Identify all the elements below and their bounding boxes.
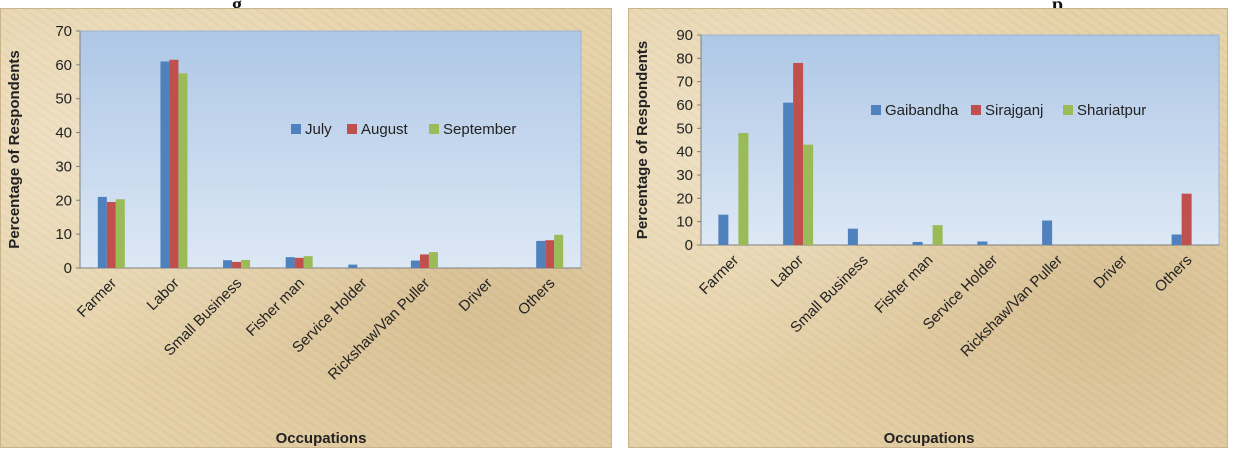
y-tick-label: 70: [676, 74, 693, 91]
legend-swatch-september: [429, 124, 439, 134]
bar-august-fisher-man: [294, 257, 304, 268]
x-tick-label: Driver: [456, 275, 496, 315]
y-tick-label: 40: [676, 144, 693, 161]
y-tick-label: 60: [55, 57, 72, 74]
y-tick-label: 50: [676, 120, 693, 137]
legend-label-gaibandha: Gaibandha: [885, 102, 959, 119]
y-axis-title: Percentage of Respondents: [6, 50, 23, 248]
y-tick-label: 20: [55, 192, 72, 209]
bar-july-rickshaw-van-puller: [410, 260, 420, 268]
x-tick-label: Farmer: [74, 275, 120, 321]
bar-july-others: [536, 240, 546, 268]
bar-july-small-business: [223, 260, 233, 268]
y-tick-label: 0: [685, 237, 693, 254]
bar-gaibandha-labor: [783, 102, 794, 246]
y-tick-label: 60: [676, 97, 693, 114]
x-tick-label: Farmer: [696, 252, 742, 298]
plot-area: [79, 30, 582, 269]
y-axis-title: Percentage of Respondents: [634, 41, 651, 239]
bar-shariatpur-farmer: [738, 133, 749, 245]
bar-shariatpur-fisher-man: [932, 225, 943, 245]
legend-label-august: August: [361, 121, 409, 138]
x-tick-label: Labor: [768, 252, 807, 291]
chart-panel-left: 0 10 20 30 40 50 60 70 Farmer Labor Small Business…: [0, 8, 612, 448]
y-tick-label: 0: [64, 260, 72, 277]
bar-september-others: [554, 234, 564, 268]
legend-swatch-july: [291, 124, 301, 134]
legend-label-shariatpur: Shariatpur: [1077, 102, 1146, 119]
x-axis-title: Occupations: [884, 430, 975, 447]
bar-august-rickshaw-van-puller: [419, 254, 429, 268]
x-tick-label: Driver: [1090, 252, 1130, 292]
bar-july-labor: [160, 61, 170, 268]
x-tick-label: Fisher man: [243, 275, 308, 340]
legend-label-july: July: [305, 121, 332, 138]
y-tick-label: 90: [676, 27, 693, 44]
bar-august-farmer: [106, 201, 116, 268]
y-tick-label: 70: [55, 23, 72, 40]
bar-july-fisher-man: [285, 257, 295, 268]
bar-september-rickshaw-van-puller: [428, 252, 438, 268]
x-axis-title: Occupations: [276, 430, 367, 447]
bar-gaibandha-service-holder: [977, 241, 988, 245]
bar-september-fisher-man: [303, 256, 313, 268]
y-tick-label: 20: [676, 190, 693, 207]
bar-gaibandha-small-business: [847, 228, 858, 245]
x-tick-label: Others: [515, 275, 559, 319]
bar-sirajganj-others: [1181, 193, 1192, 245]
bar-august-labor: [169, 59, 179, 269]
legend-swatch-august: [347, 124, 357, 134]
x-tick-label: Labor: [144, 275, 183, 314]
legend-swatch-sirajganj: [971, 105, 981, 115]
bar-august-small-business: [232, 261, 242, 268]
bar-gaibandha-farmer: [718, 214, 729, 245]
y-tick-label: 10: [55, 226, 72, 243]
legend-label-september: September: [443, 121, 516, 138]
x-tick-label: Others: [1152, 252, 1196, 296]
y-tick-label: 50: [55, 91, 72, 108]
plot-area: [700, 34, 1220, 246]
chart-panel-right: 0 10 20 30 40 50 60 70 80 90 Farmer Labor Small Busi…: [628, 8, 1228, 448]
y-tick-label: 30: [55, 158, 72, 175]
bar-gaibandha-rickshaw-van-puller: [1042, 220, 1053, 245]
bar-july-farmer: [97, 196, 107, 268]
bar-gaibandha-fisher-man: [912, 241, 923, 245]
legend-swatch-gaibandha: [871, 105, 881, 115]
bar-september-labor: [178, 73, 188, 268]
y-tick-label: 80: [676, 50, 693, 67]
bar-sirajganj-labor: [793, 63, 804, 245]
y-tick-label: 10: [676, 214, 693, 231]
bar-gaibandha-others: [1171, 234, 1182, 245]
bar-september-small-business: [241, 259, 251, 268]
bar-shariatpur-labor: [803, 144, 814, 245]
bar-july-service-holder: [348, 264, 358, 268]
legend-swatch-shariatpur: [1063, 105, 1073, 115]
bar-august-others: [545, 240, 555, 268]
y-tick-label: 30: [676, 167, 693, 184]
x-tick-label: Fisher man: [871, 252, 936, 317]
bar-september-farmer: [115, 199, 125, 268]
y-tick-label: 40: [55, 125, 72, 142]
legend-label-sirajganj: Sirajganj: [985, 102, 1043, 119]
